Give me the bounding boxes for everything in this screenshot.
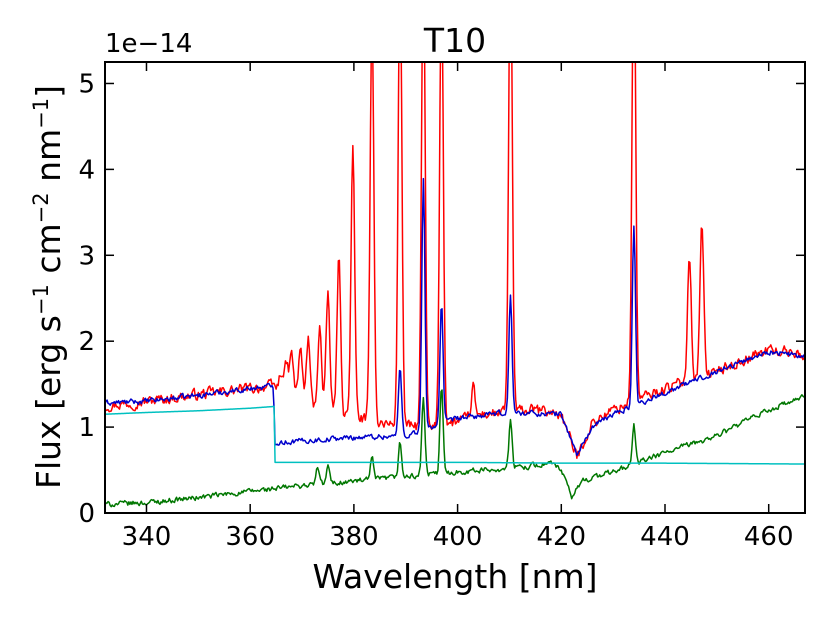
series-line-4 [105,405,805,465]
series-line-3 [105,389,805,508]
y-axis-label-exp3: −1 [29,98,53,129]
y-tick-label: 1 [78,413,95,443]
y-offset-label: 1e−14 [105,29,192,59]
series-line-1 [105,62,805,459]
tick-layer: 340 360 380 400 420 440 460 0 1 2 3 4 5 [78,62,805,552]
y-tick-label: 4 [78,155,95,185]
series-layer [105,62,805,508]
chart-title: T10 [423,21,486,60]
x-tick-label: 420 [536,522,586,552]
x-tick-label: 360 [225,522,275,552]
y-axis-label-close: ] [29,85,68,98]
y-axis-label-exp1: −1 [29,284,53,315]
plot-frame [104,61,806,514]
y-axis-label-exp2: −2 [29,192,53,223]
y-axis-label-cm: cm [29,223,68,284]
x-axis-label: Wavelength [nm] [312,557,597,596]
x-tick-label: 440 [640,522,690,552]
y-tick-label: 2 [78,327,95,357]
y-tick-label: 5 [78,69,95,99]
y-tick-label: 0 [78,499,95,529]
x-tick-label: 400 [433,522,483,552]
x-tick-label: 380 [329,522,379,552]
y-axis-label-nm: nm [29,129,68,193]
series-line-2 [105,177,805,457]
x-tick-label: 340 [122,522,172,552]
y-axis-label: Flux [erg s−1 cm−2 nm−1] [29,85,68,489]
y-tick-label: 3 [78,241,95,271]
x-tick-label: 460 [744,522,794,552]
y-axis-label-flux: Flux [erg s [29,315,68,489]
